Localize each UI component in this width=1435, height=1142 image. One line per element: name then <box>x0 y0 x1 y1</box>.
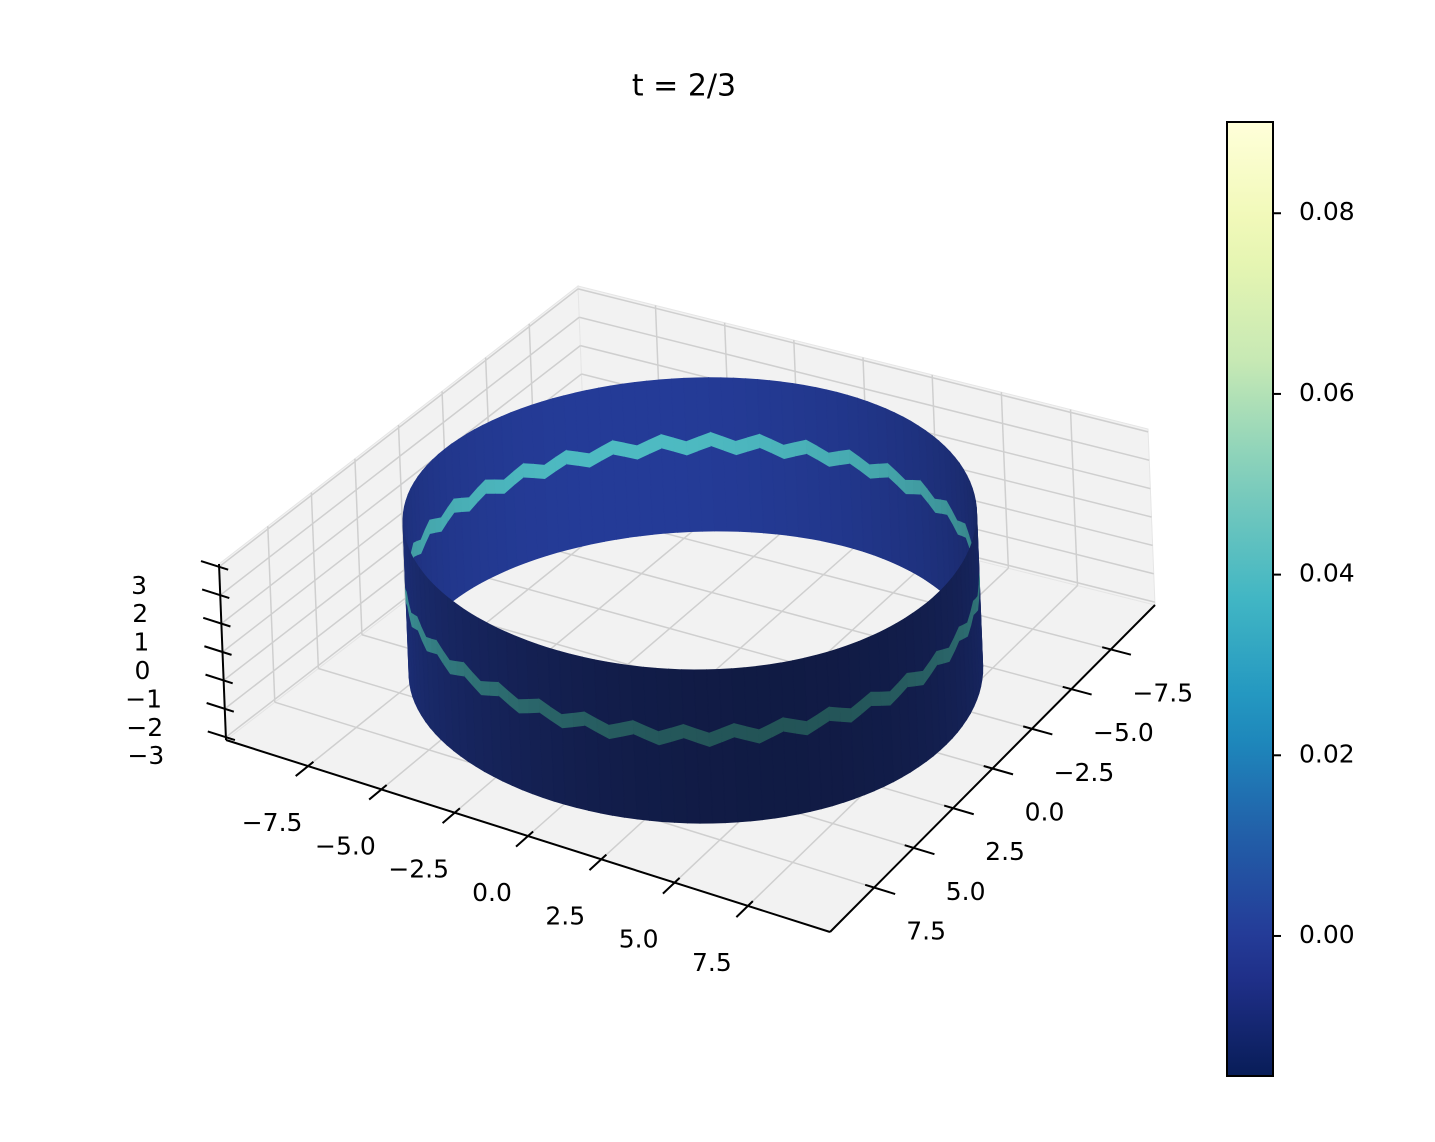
surface-patch <box>756 664 772 730</box>
z-tick <box>201 588 230 600</box>
surface-patch <box>935 648 944 666</box>
y-tick <box>1062 685 1092 696</box>
surface-patch <box>522 462 535 479</box>
surface-patch <box>869 462 881 479</box>
surface-patch <box>460 496 470 513</box>
x-tick-label: 7.5 <box>692 948 732 977</box>
x-tick-label: 5.0 <box>619 925 659 954</box>
colorbar-tick-label: 0.02 <box>1299 739 1355 768</box>
surface-patch <box>453 497 462 513</box>
z-tick-label: 2 <box>132 599 148 628</box>
surface-patch <box>828 450 841 467</box>
surface-patch <box>493 478 505 494</box>
surface-patch <box>480 680 491 696</box>
surface-patch <box>532 463 546 480</box>
colorbar-tick-label: 0.04 <box>1299 559 1355 588</box>
z-tick <box>206 702 235 713</box>
grid-line <box>220 345 581 625</box>
x-tick-label: 2.5 <box>545 901 585 930</box>
x-tick <box>515 830 534 848</box>
z-tick <box>205 673 233 685</box>
z-tick-label: −1 <box>125 684 162 713</box>
surface-patch <box>528 697 541 714</box>
y-tick <box>864 883 896 895</box>
x-tick <box>735 900 754 918</box>
surface-patch <box>576 450 591 468</box>
surface-patch <box>428 517 436 535</box>
surface-patch <box>838 448 851 466</box>
surface-patch <box>449 659 458 676</box>
x-tick <box>441 807 461 824</box>
surface-patch <box>484 478 496 494</box>
surface-patch <box>518 698 530 714</box>
y-tick <box>1022 725 1053 736</box>
surface-patch <box>608 721 622 740</box>
surface-patch <box>878 462 890 478</box>
colorbar-tick-label: 0.00 <box>1299 920 1355 949</box>
surface-patch <box>561 712 575 729</box>
surface-patch <box>782 716 796 734</box>
z-tick <box>202 616 231 628</box>
surface-patch <box>912 479 922 495</box>
z-tick-label: −2 <box>126 713 163 742</box>
colorbar <box>1226 121 1274 1077</box>
z-tick-label: −3 <box>127 741 164 770</box>
surface-patch <box>794 718 808 736</box>
surface-patch <box>456 660 466 677</box>
y-tick <box>983 765 1014 776</box>
x-tick-label: 0.0 <box>472 878 512 907</box>
colorbar-tick-label: 0.08 <box>1299 197 1355 226</box>
grid-line <box>218 288 579 568</box>
x-tick-label: −7.5 <box>242 808 303 837</box>
surface-patch <box>828 705 841 722</box>
surface-patch <box>695 377 712 437</box>
chart-title: t = 2/3 <box>632 69 736 104</box>
y-tick-label: −7.5 <box>1132 678 1193 707</box>
y-tick-label: 5.0 <box>946 877 986 906</box>
surface-patch <box>489 680 500 697</box>
y-tick <box>1101 646 1132 656</box>
y-tick-label: −5.0 <box>1093 718 1154 747</box>
surface-patch <box>940 498 948 515</box>
y-tick <box>943 804 975 816</box>
surface-patch <box>794 438 808 457</box>
z-tick-label: 0 <box>135 656 151 685</box>
surface-patch <box>646 379 662 440</box>
grid-line <box>219 316 580 596</box>
surface-patch <box>870 690 882 707</box>
surface-patch <box>934 497 943 514</box>
z-tick-label: 1 <box>133 628 149 657</box>
surface-patch <box>434 516 442 533</box>
z-tick <box>200 560 229 571</box>
x-tick <box>295 761 315 777</box>
x-tick <box>588 853 608 871</box>
colorbar-tick-label: 0.06 <box>1299 378 1355 407</box>
surface-patch <box>572 710 586 728</box>
x-tick-label: −5.0 <box>315 831 376 860</box>
y-tick-label: −2.5 <box>1054 758 1115 787</box>
surface-patch <box>839 706 852 723</box>
surface-patch <box>914 670 924 687</box>
y-tick-label: 0.0 <box>1025 798 1065 827</box>
surface-patch <box>905 479 915 495</box>
grid-line <box>577 288 1149 433</box>
grid-line <box>579 316 1150 461</box>
surface-patch <box>906 671 916 688</box>
x-tick <box>662 877 681 895</box>
surface-patch <box>668 668 684 728</box>
z-tick <box>207 730 236 741</box>
surface-patch <box>879 690 891 706</box>
z-tick <box>204 645 232 656</box>
y-tick-label: 7.5 <box>906 917 946 946</box>
x-tick <box>368 784 388 801</box>
surface-patch <box>942 646 950 664</box>
y-tick <box>904 844 935 856</box>
x-tick-label: −2.5 <box>388 855 449 884</box>
y-tick-label: 2.5 <box>985 837 1025 866</box>
z-tick-label: 3 <box>131 571 147 600</box>
surface-patch <box>565 449 579 466</box>
